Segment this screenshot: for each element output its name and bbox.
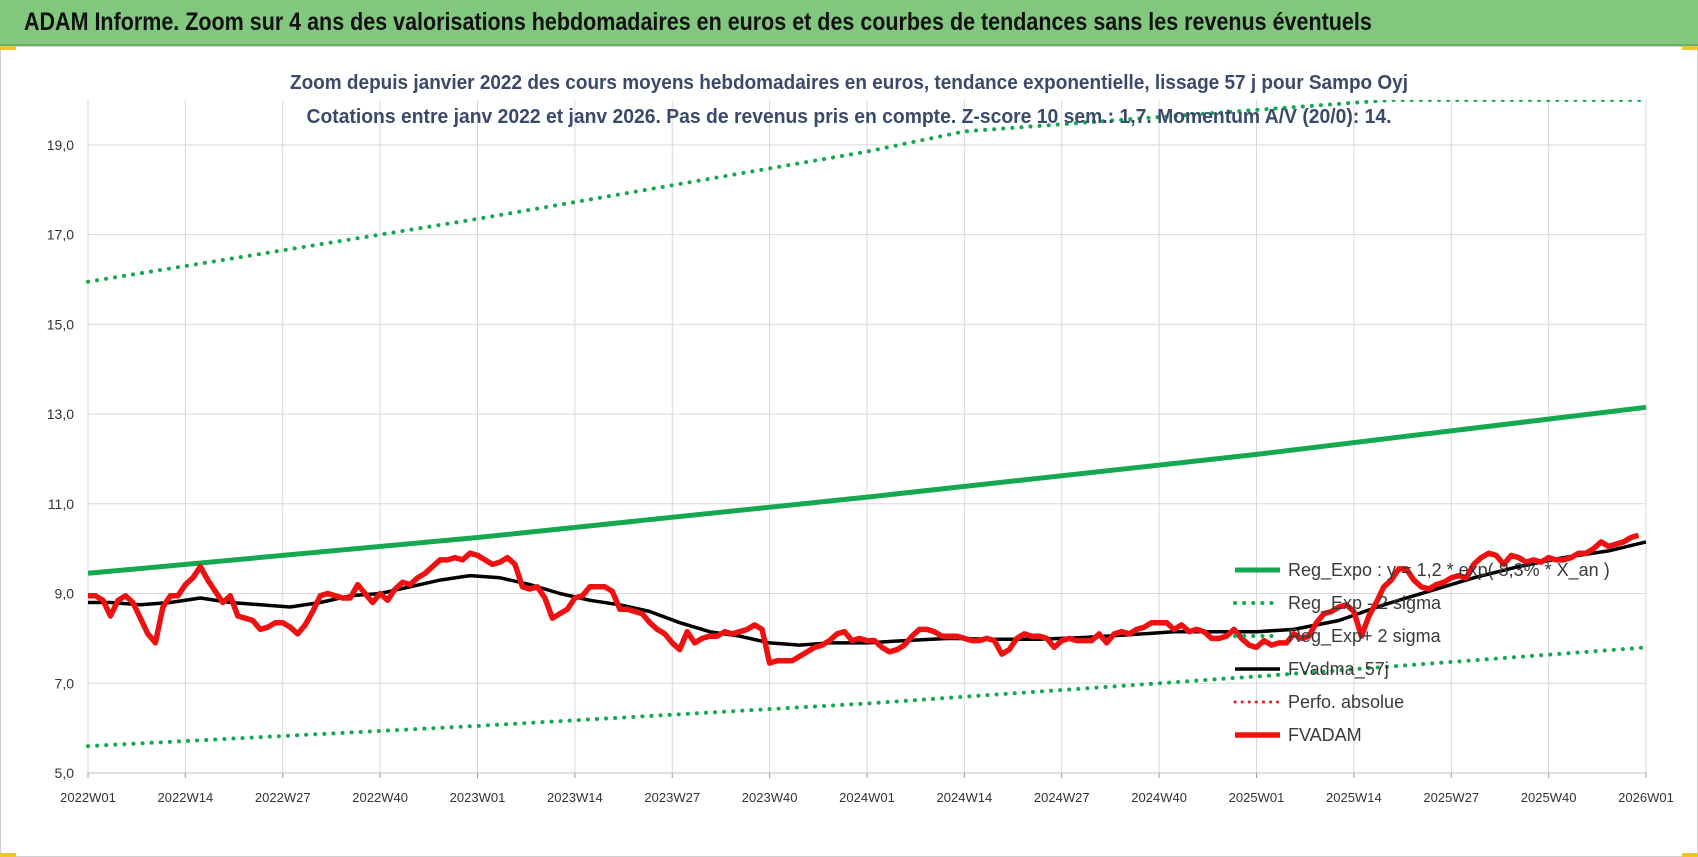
frame-corner-bottom-left [0, 853, 16, 857]
x-tick-label: 2025W01 [1229, 790, 1285, 805]
series-line-5 [88, 532, 1640, 666]
y-tick-label: 9,0 [55, 586, 75, 602]
legend-label-5: FVADAM [1288, 725, 1362, 745]
chart-grid [87, 100, 1647, 778]
y-tick-label: 11,0 [48, 496, 74, 512]
legend-label-2: Reg_Exp+ 2 sigma [1288, 626, 1442, 647]
chart-title: Zoom depuis janvier 2022 des cours moyen… [290, 72, 1408, 94]
x-tick-label: 2026W01 [1618, 790, 1674, 805]
frame-corner-top-left [0, 46, 16, 50]
legend-label-3: FVadma_57j [1288, 659, 1389, 680]
frame-corner-top-right [1682, 46, 1698, 50]
x-tick-label: 2025W14 [1326, 790, 1382, 805]
x-tick-label: 2023W14 [547, 790, 603, 805]
y-axis-ticks: 5,0 7,0 9,0 11,0 13,0 15,0 17,0 19,0 [47, 137, 74, 781]
chart-legend: Reg_Expo : y = 1,2 * exp( 8,3% * X_an ) R… [1233, 560, 1610, 745]
y-tick-label: 19,0 [47, 137, 74, 153]
x-tick-label: 2022W40 [352, 790, 408, 805]
legend-label-4: Perfo. absolue [1288, 692, 1404, 712]
report-title: ADAM Informe. Zoom sur 4 ans des valoris… [24, 8, 1372, 36]
series-line-0 [87, 404, 1647, 576]
y-tick-label: 7,0 [55, 675, 75, 691]
legend-label-0: Reg_Expo : y = 1,2 * exp( 8,3% * X_an ) [1288, 560, 1610, 581]
x-axis-ticks: 2022W01 2022W14 2022W27 2022W40 2023W01 2023W… [60, 790, 1674, 805]
x-tick-label: 2025W27 [1423, 790, 1479, 805]
series-line-2 [86, 100, 1648, 284]
y-tick-label: 15,0 [47, 316, 74, 332]
x-tick-label: 2023W27 [644, 790, 700, 805]
legend-label-1: Reg_Exp - 2 sigma [1288, 593, 1442, 614]
frame-corner-bottom-right [1682, 853, 1698, 857]
series-line-3 [88, 540, 1647, 647]
x-tick-label: 2025W40 [1521, 790, 1577, 805]
x-tick-label: 2022W27 [255, 790, 311, 805]
y-tick-label: 13,0 [47, 406, 74, 422]
y-tick-label: 17,0 [47, 227, 74, 243]
report-header: ADAM Informe. Zoom sur 4 ans des valoris… [0, 0, 1698, 46]
x-tick-label: 2024W14 [937, 790, 993, 805]
x-tick-label: 2023W40 [742, 790, 798, 805]
chart-series [86, 100, 1648, 749]
x-tick-label: 2024W01 [839, 790, 895, 805]
x-tick-label: 2024W40 [1131, 790, 1187, 805]
x-tick-label: 2022W14 [158, 790, 214, 805]
x-tick-label: 2024W27 [1034, 790, 1090, 805]
x-tick-label: 2023W01 [450, 790, 506, 805]
x-tick-label: 2022W01 [60, 790, 116, 805]
series-line-1 [86, 645, 1648, 749]
y-tick-label: 5,0 [55, 765, 75, 781]
chart-subtitle: Cotations entre janv 2022 et janv 2026. … [307, 106, 1392, 128]
